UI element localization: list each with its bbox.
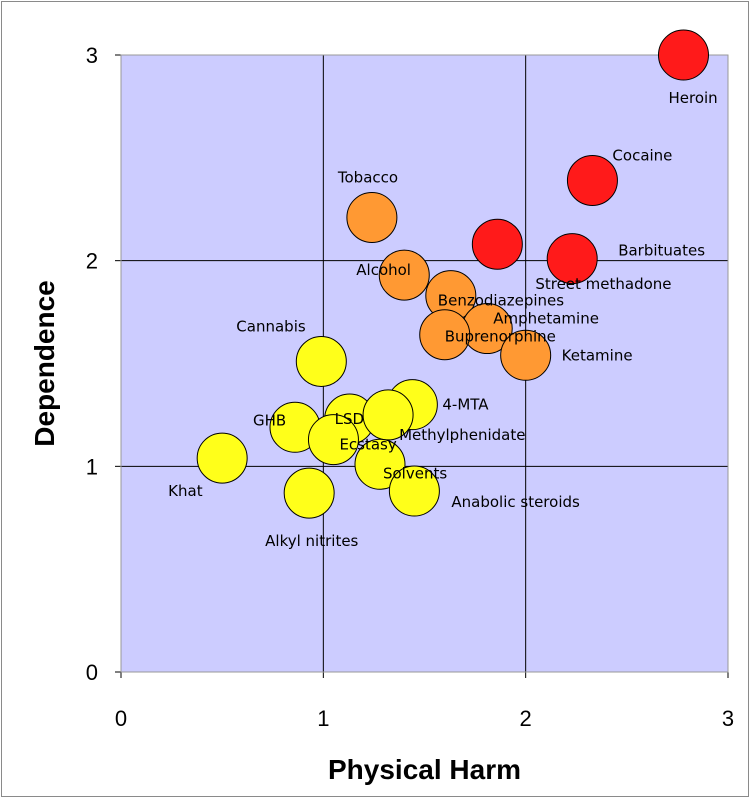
y-axis-title: Dependence bbox=[29, 280, 60, 447]
bubble-barbituates bbox=[546, 233, 598, 285]
bubble-heroin bbox=[657, 29, 709, 81]
label-ecstasy: Ecstasy bbox=[339, 436, 396, 454]
bubble-khat bbox=[196, 432, 248, 484]
bubble-alcohol bbox=[378, 249, 430, 301]
axis-lines bbox=[115, 54, 729, 678]
bubble-solvents bbox=[354, 438, 406, 490]
bubble-cannabis bbox=[295, 335, 347, 387]
bubble-street-methadone bbox=[471, 218, 523, 270]
label-benzodiazepines: Benzodiazepines bbox=[438, 292, 564, 310]
x-axis-title: Physical Harm bbox=[328, 754, 521, 785]
bubble-buprenorphine bbox=[419, 309, 471, 361]
label-lsd: LSD bbox=[335, 410, 364, 428]
bubble-ketamine bbox=[500, 329, 552, 381]
label-buprenorphine: Buprenorphine bbox=[445, 328, 556, 346]
tick-labels: 0 1 2 3 0 1 2 3 bbox=[86, 43, 734, 731]
x-tick-label: 0 bbox=[115, 706, 127, 731]
bubble-alkyl-nitrites bbox=[283, 467, 335, 519]
bubble-cocaine bbox=[566, 154, 618, 206]
label-ketamine: Ketamine bbox=[562, 346, 633, 364]
label-tobacco: Tobacco bbox=[337, 168, 398, 186]
y-tick-label: 1 bbox=[86, 454, 98, 479]
label-solvents: Solvents bbox=[383, 464, 447, 482]
bubble-methylphenidate bbox=[362, 389, 414, 441]
y-tick-label: 2 bbox=[86, 249, 98, 274]
bubble-tobacco bbox=[346, 191, 398, 243]
label-heroin: Heroin bbox=[668, 89, 717, 107]
label-anabolic-steroids: Anabolic steroids bbox=[451, 493, 580, 511]
x-tick-label: 1 bbox=[317, 706, 329, 731]
x-tick-label: 3 bbox=[722, 706, 734, 731]
label-barbituates: Barbituates bbox=[618, 242, 705, 260]
x-tick-label: 2 bbox=[520, 706, 532, 731]
label-cannabis: Cannabis bbox=[236, 317, 306, 335]
plot-area bbox=[121, 55, 728, 672]
label-cocaine: Cocaine bbox=[612, 146, 672, 164]
label-alkyl-nitrites: Alkyl nitrites bbox=[265, 532, 358, 550]
label-methylphenidate: Methylphenidate bbox=[399, 426, 525, 444]
bubble-ecstasy bbox=[307, 414, 359, 466]
label-4-mta: 4-MTA bbox=[442, 396, 489, 414]
y-tick-label: 3 bbox=[86, 43, 98, 68]
bubbles-layer bbox=[196, 29, 709, 519]
label-alcohol: Alcohol bbox=[356, 261, 411, 279]
bubble-anabolic-steroids bbox=[388, 465, 440, 517]
label-street-methadone: Street methadone bbox=[535, 275, 671, 293]
plot-border bbox=[120, 54, 729, 673]
label-ghb: GHB bbox=[253, 411, 286, 429]
y-tick-label: 0 bbox=[86, 660, 98, 685]
label-khat: Khat bbox=[168, 482, 203, 500]
label-amphetamine: Amphetamine bbox=[493, 310, 599, 328]
point-labels-layer: Heroin Cocaine Street methadone Barbituates… bbox=[168, 89, 718, 550]
